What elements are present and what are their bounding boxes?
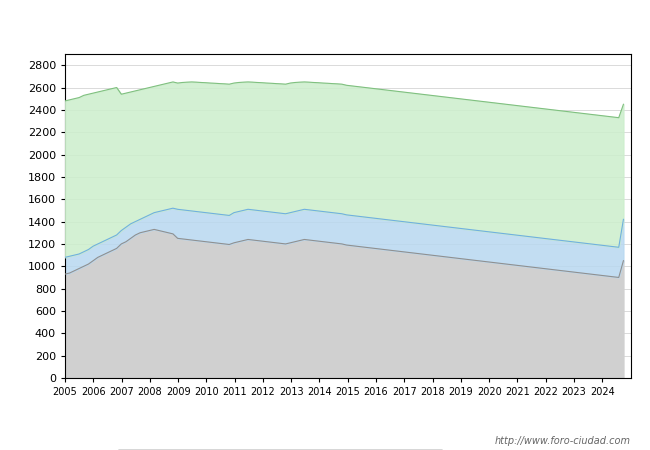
- Text: Hervás - Evolucion de la poblacion en edad de Trabajar Septiembre de 2024: Hervás - Evolucion de la poblacion en ed…: [81, 17, 569, 30]
- Text: http://www.foro-ciudad.com: http://www.foro-ciudad.com: [495, 436, 630, 446]
